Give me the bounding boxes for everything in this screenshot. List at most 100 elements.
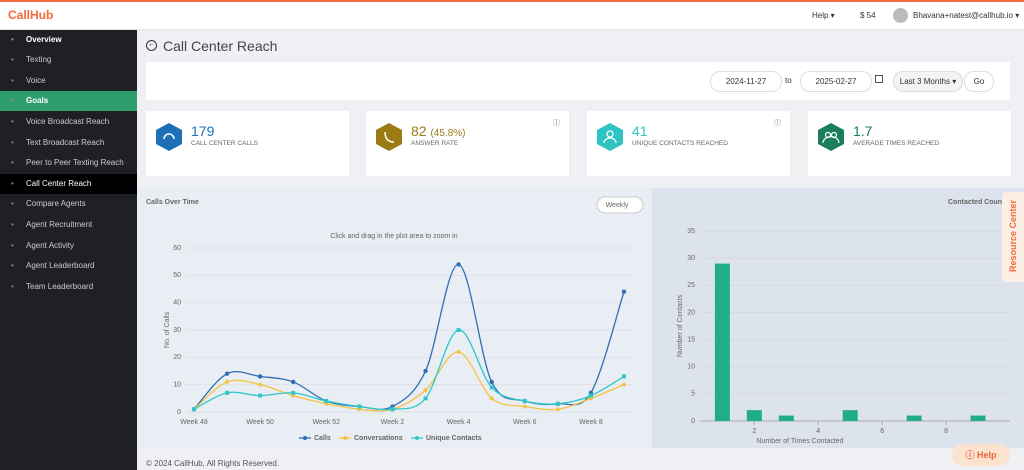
bar <box>778 415 794 421</box>
help-menu[interactable]: Help ▾ <box>812 11 835 20</box>
x-tick-label: Week 2 <box>381 419 405 426</box>
y-tick-label: 15 <box>687 336 695 343</box>
series-line <box>193 351 625 412</box>
go-button[interactable]: Go <box>964 71 994 92</box>
x-tick-label: 6 <box>880 428 884 435</box>
user-menu[interactable]: Bhavana+natest@callhub.io ▾ <box>913 11 1020 20</box>
info-icon[interactable]: ⓘ <box>553 120 560 127</box>
y-tick-label: 25 <box>687 282 695 289</box>
range-select[interactable]: Last 3 Months ▾ <box>893 71 963 92</box>
help-button-text: Help <box>977 450 997 460</box>
stat-card: 82 (45.8%) ANSWER RATE ⓘ <box>366 111 569 176</box>
nav-item[interactable]: Compare Agents <box>0 194 137 214</box>
help-button[interactable]: ⓘ Help <box>952 444 1010 466</box>
resource-text: Resource Center <box>1008 199 1018 273</box>
nav-item[interactable]: Agent Activity <box>0 236 137 256</box>
y-tick-label: 50 <box>173 272 181 279</box>
point <box>588 393 593 398</box>
series-line <box>193 263 625 411</box>
point <box>522 399 527 404</box>
x-tick-label: Week 6 <box>513 419 537 426</box>
point <box>224 371 230 376</box>
y-tick-label: 20 <box>173 354 181 361</box>
nav-item[interactable]: Goals <box>0 91 137 111</box>
point <box>291 390 296 395</box>
top-bar: CallHub Help ▾ $ 54 Bhavana+natest@callh… <box>0 0 1024 30</box>
nav-item[interactable]: Voice <box>0 71 137 91</box>
stat-value: 41 <box>632 123 648 139</box>
point <box>257 374 263 379</box>
point <box>224 379 230 385</box>
legend-label[interactable]: Unique Contacts <box>426 435 482 442</box>
info-icon[interactable]: ⓘ <box>774 120 781 127</box>
logo[interactable]: CallHub <box>8 8 54 22</box>
legend-label[interactable]: Conversations <box>354 435 403 442</box>
nav-item[interactable]: Agent Recruitment <box>0 215 137 235</box>
date-to[interactable]: 2025-02-27 <box>800 71 872 92</box>
stat-label: UNIQUE CONTACTS REACHED <box>632 140 728 147</box>
chart-title: Contacted Count <box>948 199 1005 206</box>
nav-item[interactable]: Call Center Reach <box>0 174 137 194</box>
y-tick-label: 0 <box>177 409 181 416</box>
calendar-icon[interactable] <box>875 75 883 83</box>
y-axis-label: No. of Calls <box>164 311 171 348</box>
point <box>456 328 461 332</box>
legend-label[interactable]: Calls <box>314 435 331 442</box>
point <box>621 382 627 388</box>
y-tick-label: 10 <box>687 364 695 371</box>
x-tick-label: 2 <box>752 428 756 435</box>
stat-label: AVERAGE TIMES REACHED <box>853 140 940 147</box>
stat-value: 82 (45.8%) <box>411 123 465 139</box>
point <box>390 407 395 412</box>
nav-item[interactable]: Text Broadcast Reach <box>0 133 137 153</box>
bar <box>970 415 986 421</box>
point <box>357 404 362 409</box>
point <box>489 395 495 401</box>
date-from[interactable]: 2024-11-27 <box>710 71 782 92</box>
stat-card: 179 CALL CENTER CALLS <box>146 111 349 176</box>
point <box>258 393 263 398</box>
point <box>522 404 528 410</box>
back-icon[interactable]: ← <box>146 40 157 51</box>
y-axis-label: Number of Contacts <box>677 294 684 357</box>
stat-value: 179 <box>191 123 215 139</box>
chart-title: Calls Over Time <box>146 199 199 206</box>
point <box>622 374 626 379</box>
y-tick-label: 0 <box>691 418 695 425</box>
nav-item[interactable]: Voice Broadcast Reach <box>0 112 137 132</box>
help-text: Help <box>812 11 829 20</box>
stat-value: 1.7 <box>853 123 873 139</box>
stat-icon <box>818 123 844 151</box>
stat-label: CALL CENTER CALLS <box>191 140 258 147</box>
nav-item[interactable]: Overview <box>0 30 137 50</box>
point <box>456 262 461 267</box>
legend-marker <box>303 436 307 440</box>
y-tick-label: 30 <box>687 255 695 262</box>
y-tick-label: 35 <box>687 228 695 235</box>
nav-item[interactable]: Peer to Peer Texting Reach <box>0 153 137 173</box>
balance[interactable]: $ 54 <box>860 11 876 20</box>
resource-tab[interactable]: Resource Center <box>1002 192 1024 282</box>
bar <box>906 415 922 421</box>
interval-button[interactable] <box>596 196 644 214</box>
x-axis-label: Number of Times Contacted <box>756 438 843 445</box>
legend-marker <box>415 436 419 440</box>
sidebar: Overview Texting Voice Goals Voice Broad… <box>0 30 137 470</box>
nav-item[interactable]: Team Leaderboard <box>0 277 137 297</box>
series-line <box>193 329 625 411</box>
nav-item[interactable]: Texting <box>0 50 137 70</box>
bar <box>714 263 730 421</box>
point <box>489 385 494 390</box>
line-chart: Calls Over Time Weekly Click and drag in t… <box>137 188 652 448</box>
y-tick-label: 10 <box>173 382 181 389</box>
avatar <box>893 8 908 23</box>
bar-chart: Contacted Count Number of Contacts Number … <box>652 188 1024 448</box>
stat-icon <box>376 123 402 151</box>
point <box>192 407 196 412</box>
nav-item[interactable]: Agent Leaderboard <box>0 256 137 276</box>
interval-text: Weekly <box>606 202 629 209</box>
point <box>324 399 329 404</box>
x-tick-label: Week 8 <box>579 419 603 426</box>
stat-number: 82 <box>411 123 427 139</box>
